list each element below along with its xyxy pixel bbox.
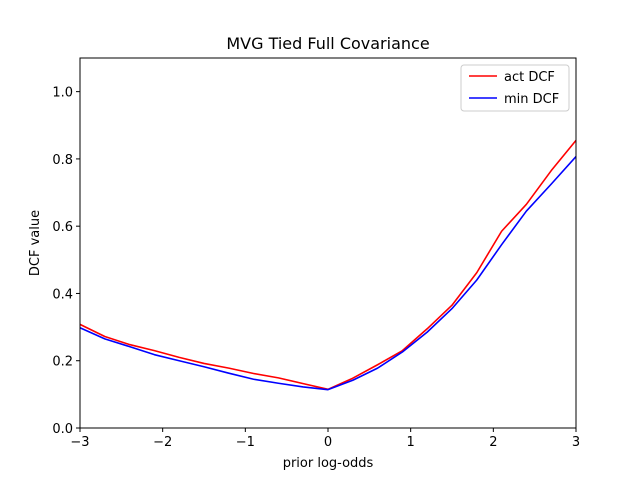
y-tick-label: 0.0 bbox=[52, 422, 73, 437]
x-tick-label: −1 bbox=[236, 435, 255, 450]
x-tick-label: 2 bbox=[489, 435, 497, 450]
x-tick-label: −2 bbox=[153, 435, 172, 450]
axis-ticks: −3 −2 −1 0 1 2 3 0.0 0.2 0.4 0.6 0.8 1.0 bbox=[52, 86, 580, 450]
y-tick-label: 0.8 bbox=[52, 153, 73, 168]
x-tick-label: 0 bbox=[324, 435, 332, 450]
legend-label-min-dcf: min DCF bbox=[504, 92, 559, 107]
x-tick-label: −3 bbox=[70, 435, 89, 450]
legend-label-act-dcf: act DCF bbox=[504, 70, 555, 85]
series-line-min-dcf bbox=[79, 156, 577, 391]
x-axis-label: prior log-odds bbox=[283, 456, 374, 471]
series-lines bbox=[79, 139, 577, 391]
y-axis-label: DCF value bbox=[28, 210, 43, 276]
x-tick-label: 1 bbox=[407, 435, 415, 450]
chart-title: MVG Tied Full Covariance bbox=[226, 34, 429, 53]
y-tick-label: 0.4 bbox=[52, 287, 73, 302]
plot-frame bbox=[79, 57, 577, 429]
y-tick-label: 0.2 bbox=[52, 355, 73, 370]
legend: act DCF min DCF bbox=[460, 64, 570, 112]
y-tick-label: 0.6 bbox=[52, 220, 73, 235]
y-tick-label: 1.0 bbox=[52, 86, 73, 101]
x-tick-label: 3 bbox=[572, 435, 580, 450]
